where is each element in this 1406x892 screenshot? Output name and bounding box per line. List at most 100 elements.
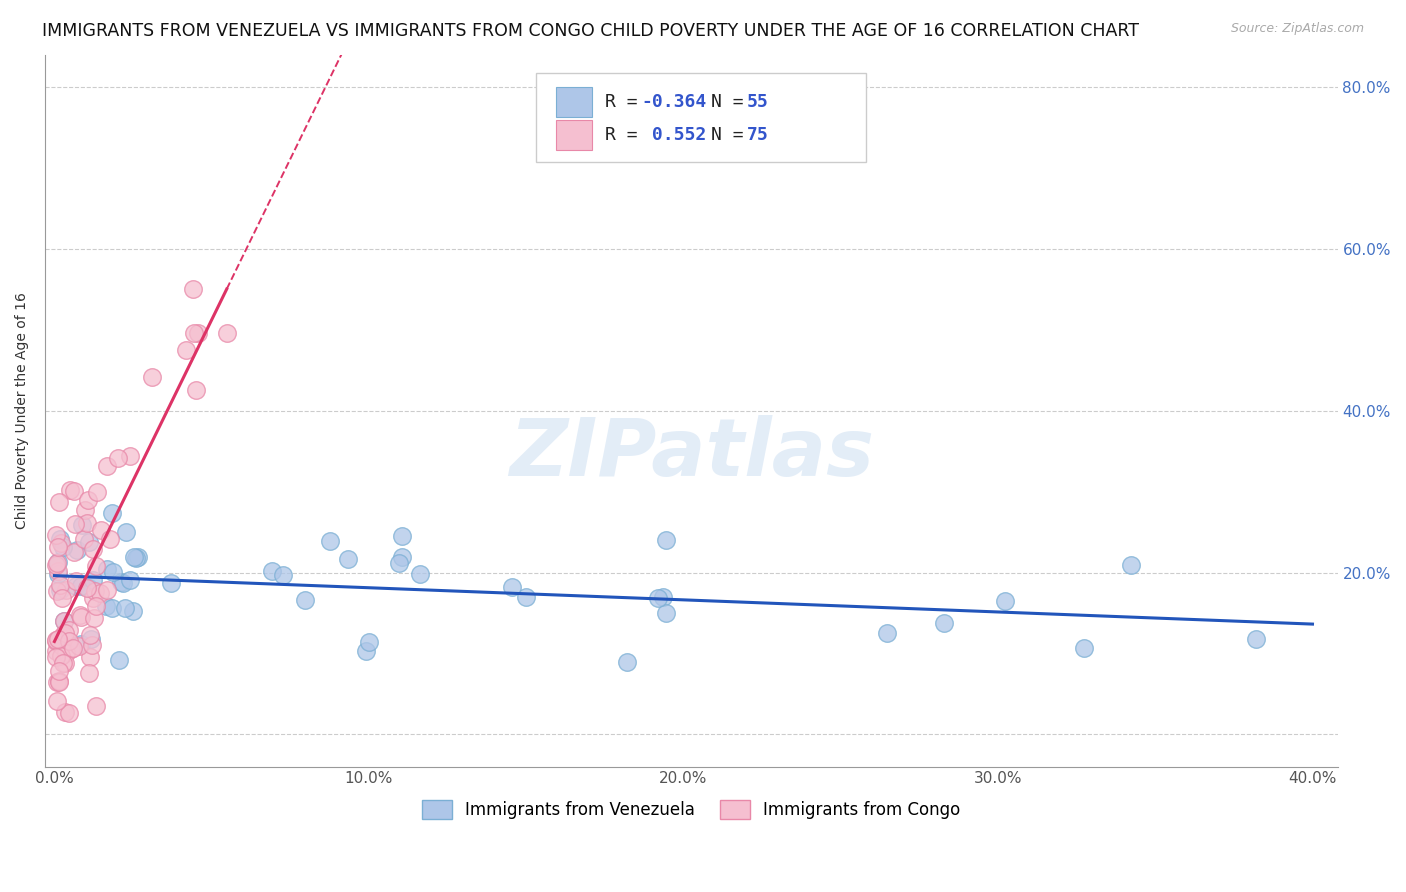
Point — [70, 517, 93, 532]
Point — [125, 551, 148, 566]
Point — [141, 370, 163, 384]
Point — [52, 656, 75, 670]
Point — [932, 615, 955, 630]
Point — [86, 698, 108, 713]
Point — [55, 582, 77, 597]
Point — [53, 625, 76, 640]
Point — [69, 607, 91, 622]
Point — [994, 594, 1017, 608]
Point — [107, 450, 129, 465]
Point — [45, 633, 67, 648]
Point — [215, 326, 238, 340]
Point — [80, 638, 103, 652]
Point — [53, 614, 76, 628]
Point — [77, 493, 100, 508]
Point — [876, 626, 898, 640]
Point — [45, 558, 67, 573]
Point — [354, 644, 377, 658]
Point — [1244, 632, 1267, 647]
Point — [94, 599, 117, 614]
Point — [357, 634, 380, 648]
Point — [46, 557, 69, 571]
Point — [58, 623, 80, 637]
Point — [49, 578, 72, 592]
Text: 75: 75 — [747, 126, 769, 144]
Point — [101, 506, 124, 520]
FancyBboxPatch shape — [536, 73, 866, 161]
Point — [46, 567, 69, 582]
Point — [51, 639, 73, 653]
Point — [70, 578, 93, 592]
Text: R =: R = — [605, 93, 648, 112]
Point — [59, 483, 82, 497]
Point — [120, 573, 142, 587]
Point — [45, 528, 67, 542]
Point — [73, 502, 96, 516]
Point — [48, 673, 70, 688]
Text: -0.364: -0.364 — [641, 93, 706, 112]
Point — [651, 590, 673, 604]
Point — [294, 593, 316, 607]
FancyBboxPatch shape — [555, 87, 592, 117]
Point — [89, 585, 111, 599]
Point — [655, 606, 678, 620]
Point — [98, 532, 121, 546]
Point — [127, 549, 149, 564]
Point — [59, 642, 82, 657]
Point — [80, 632, 103, 646]
Point — [49, 638, 72, 652]
Point — [70, 610, 93, 624]
Point — [114, 524, 136, 539]
Point — [647, 591, 669, 606]
Point — [616, 655, 638, 669]
Point — [187, 326, 209, 341]
Point — [63, 545, 86, 559]
Point — [84, 559, 107, 574]
Point — [391, 550, 413, 565]
Text: R =: R = — [605, 126, 648, 144]
Point — [45, 633, 67, 648]
Point — [184, 384, 207, 398]
Point — [55, 657, 77, 671]
Point — [58, 634, 80, 648]
Point — [52, 628, 75, 642]
Point — [63, 516, 86, 531]
Point — [76, 516, 98, 530]
Point — [77, 535, 100, 549]
Point — [55, 646, 77, 660]
Point — [319, 534, 342, 549]
Point — [337, 552, 360, 566]
Point — [46, 541, 69, 555]
Point — [48, 495, 70, 509]
Point — [96, 583, 118, 598]
Point — [58, 706, 80, 720]
Point — [49, 535, 72, 549]
Point — [86, 484, 108, 499]
Point — [112, 576, 135, 591]
Point — [63, 483, 86, 498]
Point — [79, 649, 101, 664]
Point — [121, 605, 143, 619]
Point — [51, 591, 73, 605]
Point — [183, 326, 205, 341]
Point — [52, 614, 75, 628]
Point — [100, 601, 122, 615]
Point — [107, 653, 129, 667]
Text: 0.552: 0.552 — [641, 126, 706, 144]
Point — [65, 574, 87, 588]
Point — [114, 600, 136, 615]
Point — [1119, 558, 1142, 572]
Text: N =: N = — [710, 93, 754, 112]
Point — [110, 574, 132, 589]
Point — [515, 591, 537, 605]
Point — [45, 644, 67, 658]
Point — [122, 550, 145, 565]
Text: ZIPatlas: ZIPatlas — [509, 415, 873, 492]
Point — [160, 576, 183, 591]
Point — [49, 648, 72, 663]
Point — [73, 532, 96, 546]
Point — [66, 543, 89, 558]
Point — [48, 674, 70, 689]
Point — [65, 579, 87, 593]
Point — [53, 705, 76, 719]
